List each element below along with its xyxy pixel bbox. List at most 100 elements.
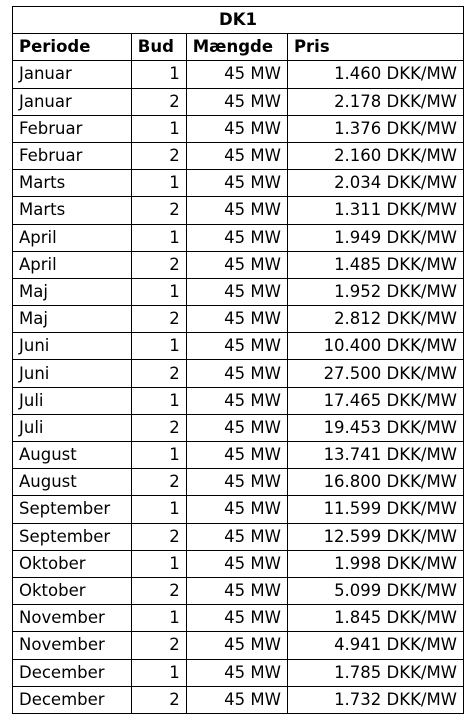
cell-pris: 2.812 DKK/MW (286, 305, 465, 334)
cell-pris: 1.732 DKK/MW (286, 685, 465, 714)
table-row: Juli 1 45 MW 17.465 DKK/MW (12, 386, 465, 415)
header-pris: Pris (286, 33, 465, 62)
table-row: Maj 1 45 MW 1.952 DKK/MW (12, 277, 465, 307)
cell-periode: Januar (12, 60, 132, 89)
table-row: Oktober 1 45 MW 1.998 DKK/MW (12, 549, 465, 578)
cell-maengde: 45 MW (185, 359, 288, 388)
title-row: DK1 (12, 5, 464, 35)
cell-pris: 2.160 DKK/MW (286, 141, 465, 171)
cell-bud: 1 (130, 604, 187, 633)
cell-maengde: 45 MW (185, 549, 288, 578)
cell-pris: 1.376 DKK/MW (286, 114, 465, 143)
cell-maengde: 45 MW (185, 413, 288, 443)
cell-periode: August (12, 468, 132, 497)
cell-bud: 2 (130, 631, 187, 660)
cell-periode: Juli (12, 386, 132, 415)
table-row: December 1 45 MW 1.785 DKK/MW (12, 658, 465, 687)
cell-bud: 2 (130, 250, 187, 279)
cell-bud: 1 (130, 658, 187, 687)
cell-bud: 1 (130, 495, 187, 524)
table-row: September 1 45 MW 11.599 DKK/MW (12, 495, 465, 524)
table-row: Juli 2 45 MW 19.453 DKK/MW (12, 413, 465, 443)
cell-pris: 5.099 DKK/MW (286, 576, 465, 606)
table-row: November 1 45 MW 1.845 DKK/MW (12, 604, 465, 633)
table-row: Juni 2 45 MW 27.500 DKK/MW (12, 359, 465, 388)
cell-periode: Marts (12, 169, 132, 198)
cell-maengde: 45 MW (185, 169, 288, 198)
cell-periode: Marts (12, 196, 132, 225)
cell-periode: April (12, 250, 132, 279)
cell-bud: 1 (130, 169, 187, 198)
cell-periode: November (12, 604, 132, 633)
table-row: August 2 45 MW 16.800 DKK/MW (12, 468, 465, 497)
cell-maengde: 45 MW (185, 87, 288, 116)
table-row: Januar 1 45 MW 1.460 DKK/MW (12, 60, 465, 89)
table-row: September 2 45 MW 12.599 DKK/MW (12, 522, 465, 551)
cell-bud: 1 (130, 114, 187, 143)
cell-bud: 1 (130, 277, 187, 307)
cell-maengde: 45 MW (185, 576, 288, 606)
cell-pris: 2.178 DKK/MW (286, 87, 465, 116)
cell-maengde: 45 MW (185, 305, 288, 334)
cell-pris: 16.800 DKK/MW (286, 468, 465, 497)
cell-bud: 2 (130, 359, 187, 388)
cell-periode: September (12, 495, 132, 524)
cell-maengde: 45 MW (185, 658, 288, 687)
cell-periode: Oktober (12, 576, 132, 606)
cell-pris: 1.485 DKK/MW (286, 250, 465, 279)
cell-bud: 2 (130, 468, 187, 497)
cell-periode: August (12, 440, 132, 470)
cell-pris: 19.453 DKK/MW (286, 413, 465, 443)
table-row: November 2 45 MW 4.941 DKK/MW (12, 631, 465, 660)
cell-pris: 13.741 DKK/MW (286, 440, 465, 470)
cell-periode: Januar (12, 87, 132, 116)
cell-bud: 1 (130, 386, 187, 415)
cell-periode: November (12, 631, 132, 660)
cell-maengde: 45 MW (185, 468, 288, 497)
header-bud: Bud (130, 33, 187, 62)
cell-pris: 11.599 DKK/MW (286, 495, 465, 524)
cell-pris: 1.949 DKK/MW (286, 223, 465, 252)
cell-bud: 2 (130, 87, 187, 116)
cell-bud: 1 (130, 332, 187, 361)
table-row: Februar 1 45 MW 1.376 DKK/MW (12, 114, 465, 143)
cell-maengde: 45 MW (185, 332, 288, 361)
cell-pris: 12.599 DKK/MW (286, 522, 465, 551)
cell-periode: Oktober (12, 549, 132, 578)
cell-maengde: 45 MW (185, 386, 288, 415)
cell-periode: September (12, 522, 132, 551)
cell-periode: April (12, 223, 132, 252)
header-periode: Periode (12, 33, 132, 62)
cell-maengde: 45 MW (185, 604, 288, 633)
cell-maengde: 45 MW (185, 631, 288, 660)
cell-pris: 2.034 DKK/MW (286, 169, 465, 198)
table-title: DK1 (12, 5, 464, 35)
cell-maengde: 45 MW (185, 440, 288, 470)
table-body: Januar 1 45 MW 1.460 DKK/MW Januar 2 45 MW 2.17… (12, 60, 465, 714)
cell-bud: 2 (130, 196, 187, 225)
cell-periode: Maj (12, 277, 132, 307)
table-row: Marts 2 45 MW 1.311 DKK/MW (12, 196, 465, 225)
cell-maengde: 45 MW (185, 685, 288, 714)
cell-bud: 2 (130, 141, 187, 171)
table-row: Marts 1 45 MW 2.034 DKK/MW (12, 169, 465, 198)
cell-bud: 2 (130, 413, 187, 443)
cell-maengde: 45 MW (185, 60, 288, 89)
cell-periode: December (12, 685, 132, 714)
cell-maengde: 45 MW (185, 141, 288, 171)
cell-bud: 2 (130, 576, 187, 606)
cell-bud: 2 (130, 685, 187, 714)
cell-pris: 27.500 DKK/MW (286, 359, 465, 388)
cell-maengde: 45 MW (185, 114, 288, 143)
cell-pris: 17.465 DKK/MW (286, 386, 465, 415)
cell-maengde: 45 MW (185, 522, 288, 551)
table-row: December 2 45 MW 1.732 DKK/MW (12, 685, 465, 714)
cell-bud: 2 (130, 522, 187, 551)
cell-pris: 4.941 DKK/MW (286, 631, 465, 660)
cell-periode: Juli (12, 413, 132, 443)
table-row: Maj 2 45 MW 2.812 DKK/MW (12, 305, 465, 334)
cell-pris: 1.460 DKK/MW (286, 60, 465, 89)
table-row: April 1 45 MW 1.949 DKK/MW (12, 223, 465, 252)
cell-periode: Februar (12, 114, 132, 143)
cell-pris: 1.311 DKK/MW (286, 196, 465, 225)
